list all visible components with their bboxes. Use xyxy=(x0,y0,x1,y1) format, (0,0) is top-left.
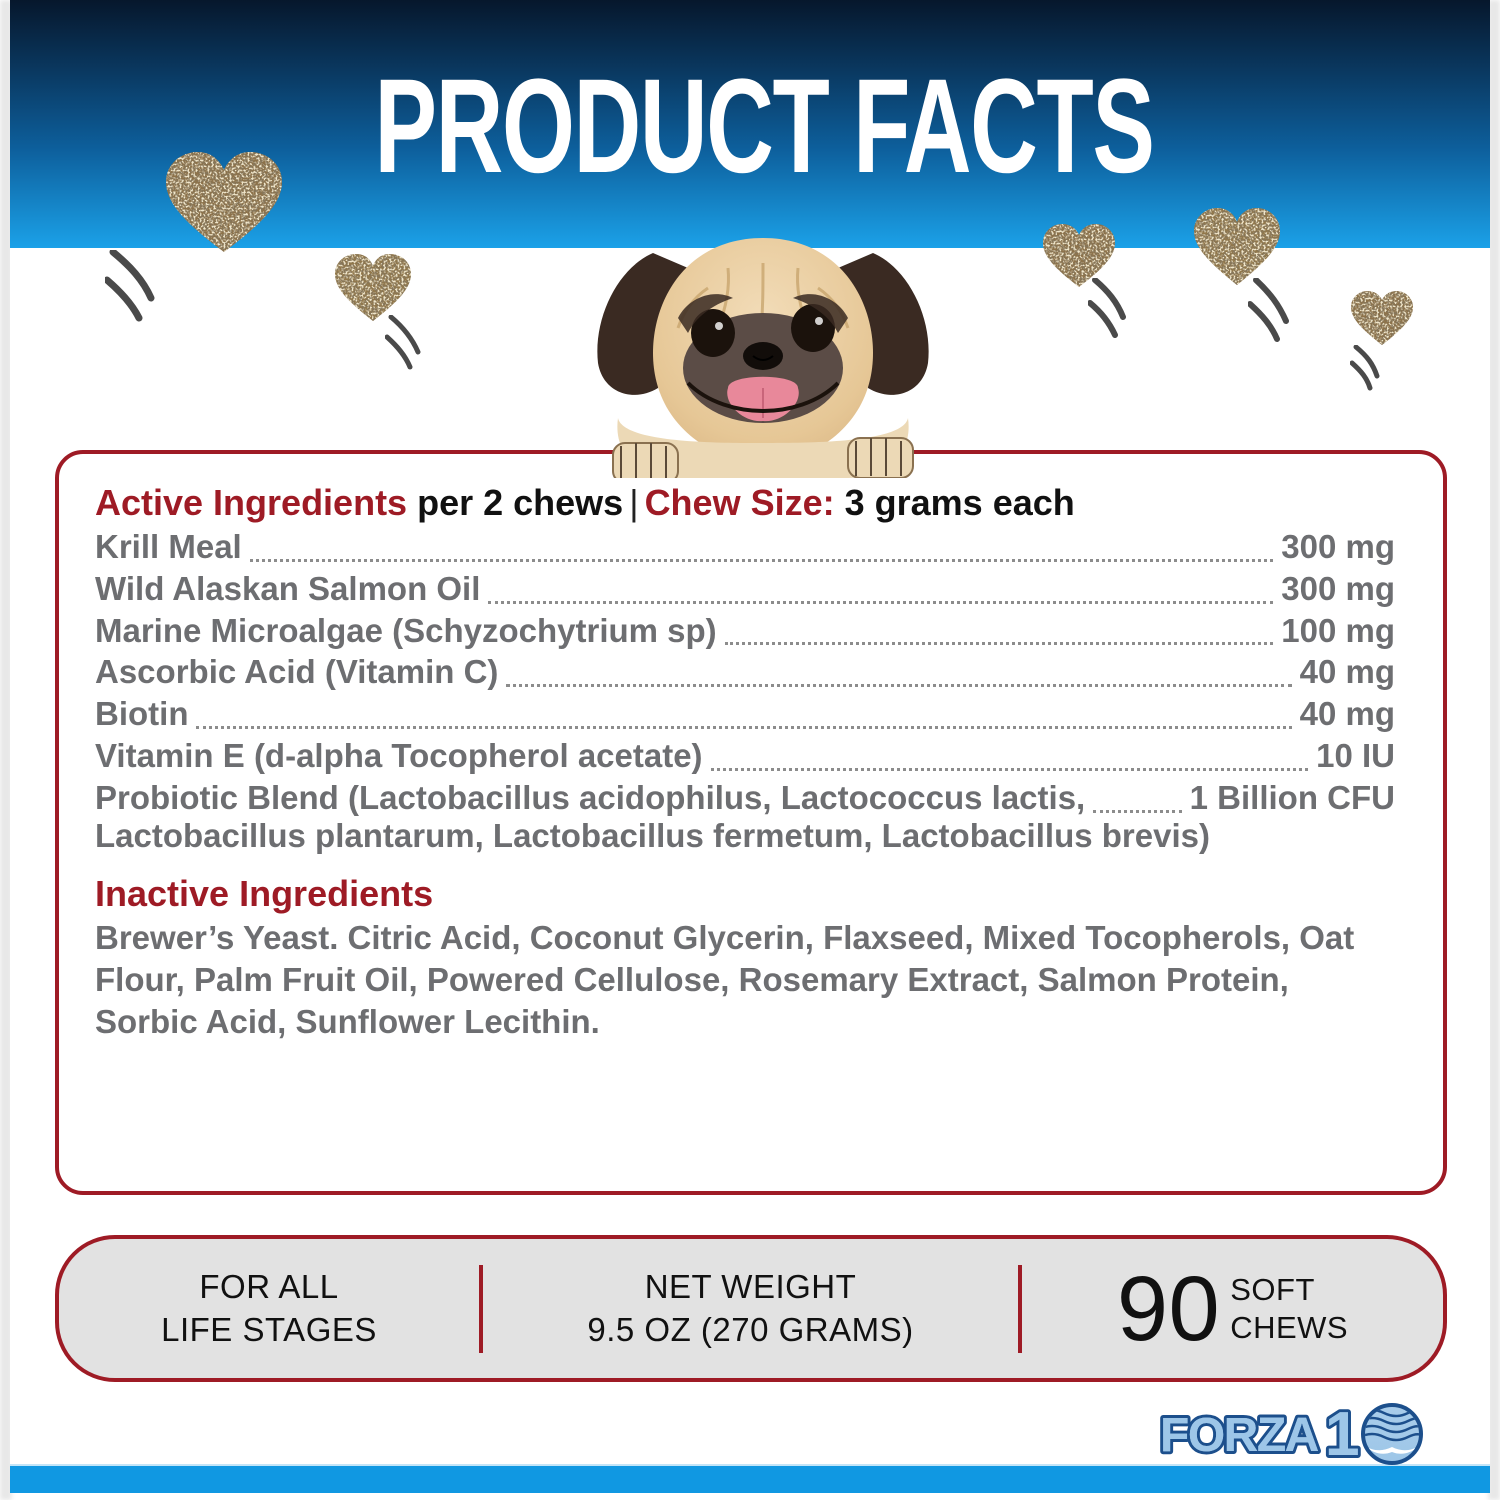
svg-text:1: 1 xyxy=(1325,1403,1359,1465)
svg-text:FORZA: FORZA xyxy=(1160,1409,1319,1462)
